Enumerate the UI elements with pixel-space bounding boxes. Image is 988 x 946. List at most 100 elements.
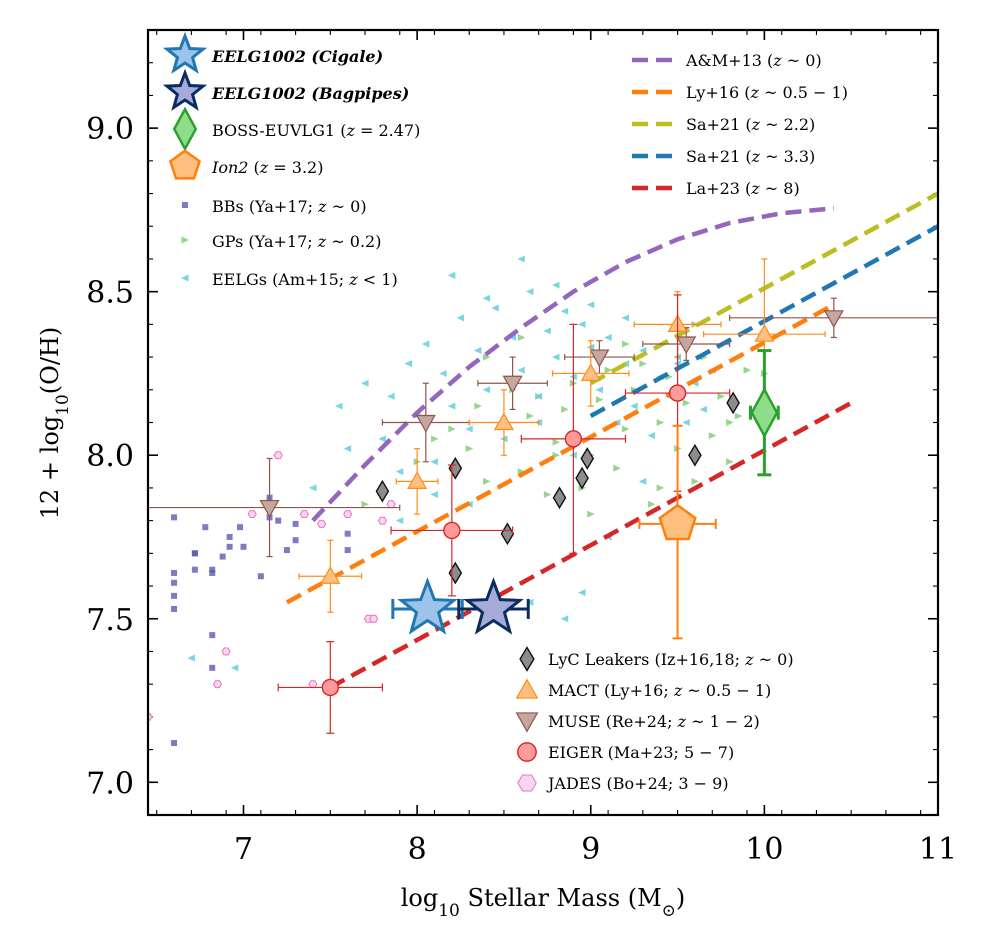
gps-point — [474, 402, 482, 410]
eelgs-point — [361, 379, 369, 387]
gps-point — [691, 477, 699, 485]
muse-point — [589, 349, 610, 368]
lyc-leaker-point — [552, 486, 567, 510]
x-tick-label: 9 — [581, 832, 600, 867]
gps-point — [483, 353, 491, 361]
legend-marker — [162, 68, 208, 111]
eelgs-point — [638, 477, 647, 485]
eiger-point — [564, 430, 583, 448]
bbs-point — [171, 605, 178, 612]
eelgs-point — [395, 468, 404, 476]
eelgs-point — [421, 340, 430, 348]
eelgs-point — [482, 294, 491, 302]
bbs-point — [219, 553, 226, 560]
eelgs-point — [578, 320, 586, 328]
eelgs-point — [560, 615, 569, 623]
muse-point — [259, 499, 280, 518]
eelgs-point — [552, 281, 560, 289]
legend-label: Sa+21 (z ~ 3.3) — [686, 147, 815, 166]
eelgs-point — [604, 333, 612, 341]
eelgs-point — [534, 392, 543, 400]
gps-point — [648, 500, 656, 508]
gps-point — [587, 510, 595, 518]
x-axis-label: log10 Stellar Mass (M⊙) — [401, 884, 686, 921]
gps-point — [613, 464, 621, 472]
gps-point — [430, 435, 439, 443]
bbs-point — [209, 569, 216, 576]
y-tick-label: 7.0 — [86, 766, 134, 801]
legend-label: MUSE (Re+24; z ~ 1 − 2) — [548, 712, 760, 731]
eelgs-point — [560, 307, 569, 315]
x-tick-label: 10 — [745, 832, 783, 867]
legend-marker — [517, 774, 537, 792]
eelgs-point — [430, 458, 438, 466]
legend-label: BOSS-EUVLG1 (z = 2.47) — [212, 121, 420, 140]
mact-point — [407, 471, 428, 489]
gps-point — [483, 477, 491, 485]
gps-point — [595, 396, 604, 404]
bbs-point — [191, 550, 198, 557]
gps-point — [543, 490, 552, 498]
bbs-point — [191, 566, 198, 573]
muse-point — [676, 336, 697, 355]
legend-marker — [181, 274, 189, 282]
legend-label: A&M+13 (z ~ 0) — [685, 51, 822, 70]
bbs-point — [257, 573, 264, 580]
eelgs-point — [517, 366, 525, 374]
boss-euvlg1-point — [750, 386, 779, 439]
eelg1002-cigale-point — [397, 577, 458, 635]
bbs-point — [202, 524, 209, 531]
y-tick-label: 9.0 — [86, 112, 134, 147]
gps-point — [561, 405, 569, 413]
gps-point — [552, 438, 561, 446]
x-tick-label: 11 — [919, 832, 957, 867]
jades-point — [212, 680, 223, 689]
bbs-point — [209, 664, 216, 671]
eelgs-point — [647, 432, 656, 440]
bbs-point — [171, 740, 178, 747]
lyc-leaker-point — [688, 443, 702, 467]
eiger-point — [321, 678, 340, 697]
mact-point — [754, 323, 775, 342]
jades-point — [221, 647, 231, 656]
legend-label: Ly+16 (z ~ 0.5 − 1) — [686, 83, 848, 102]
gps-point — [717, 392, 725, 400]
eelgs-point — [517, 255, 525, 263]
eelgs-point — [387, 392, 395, 400]
axis-labels: log10 Stellar Mass (M⊙) 12 + log10(O/H) — [36, 327, 685, 921]
eelgs-point — [543, 327, 551, 335]
eelgs-point — [334, 402, 343, 410]
gps-point — [682, 399, 691, 407]
x-tick-label: 7 — [234, 832, 253, 867]
eelgs-point — [404, 360, 412, 368]
gps-point — [621, 340, 630, 348]
y-tick-label: 7.5 — [86, 603, 134, 638]
jades-point — [308, 680, 318, 689]
bbs-point — [226, 533, 233, 540]
legend-label: Ion2 (z = 3.2) — [211, 158, 323, 177]
y-tick-label: 8.5 — [86, 276, 134, 311]
legend-label: EELG1002 (Bagpipes) — [211, 84, 409, 103]
jades-point — [317, 519, 327, 528]
gps-point — [448, 425, 456, 433]
gps-point — [361, 500, 370, 508]
eelgs-point — [230, 664, 239, 672]
relation-line — [311, 206, 835, 523]
eelgs-point — [343, 445, 352, 453]
y-axis-label: 12 + log10(O/H) — [36, 327, 73, 519]
legend-label: EELGs (Am+15; z < 1) — [212, 270, 398, 289]
bbs-point — [283, 547, 290, 554]
gps-point — [743, 366, 752, 374]
jades-point — [273, 451, 283, 460]
eelgs-point — [430, 490, 438, 498]
legend-marker — [181, 236, 189, 244]
legend-label: EIGER (Ma+23; 5 − 7) — [548, 743, 734, 762]
legend-marker — [515, 712, 539, 733]
gps-point — [734, 412, 743, 420]
bbs-point — [240, 543, 247, 550]
bbs-point — [171, 579, 178, 586]
legend-label: JADES (Bo+24; 3 − 9) — [546, 774, 729, 793]
legend-label: Sa+21 (z ~ 2.2) — [686, 115, 815, 134]
muse-point — [415, 414, 436, 433]
legend-marker — [515, 678, 539, 699]
